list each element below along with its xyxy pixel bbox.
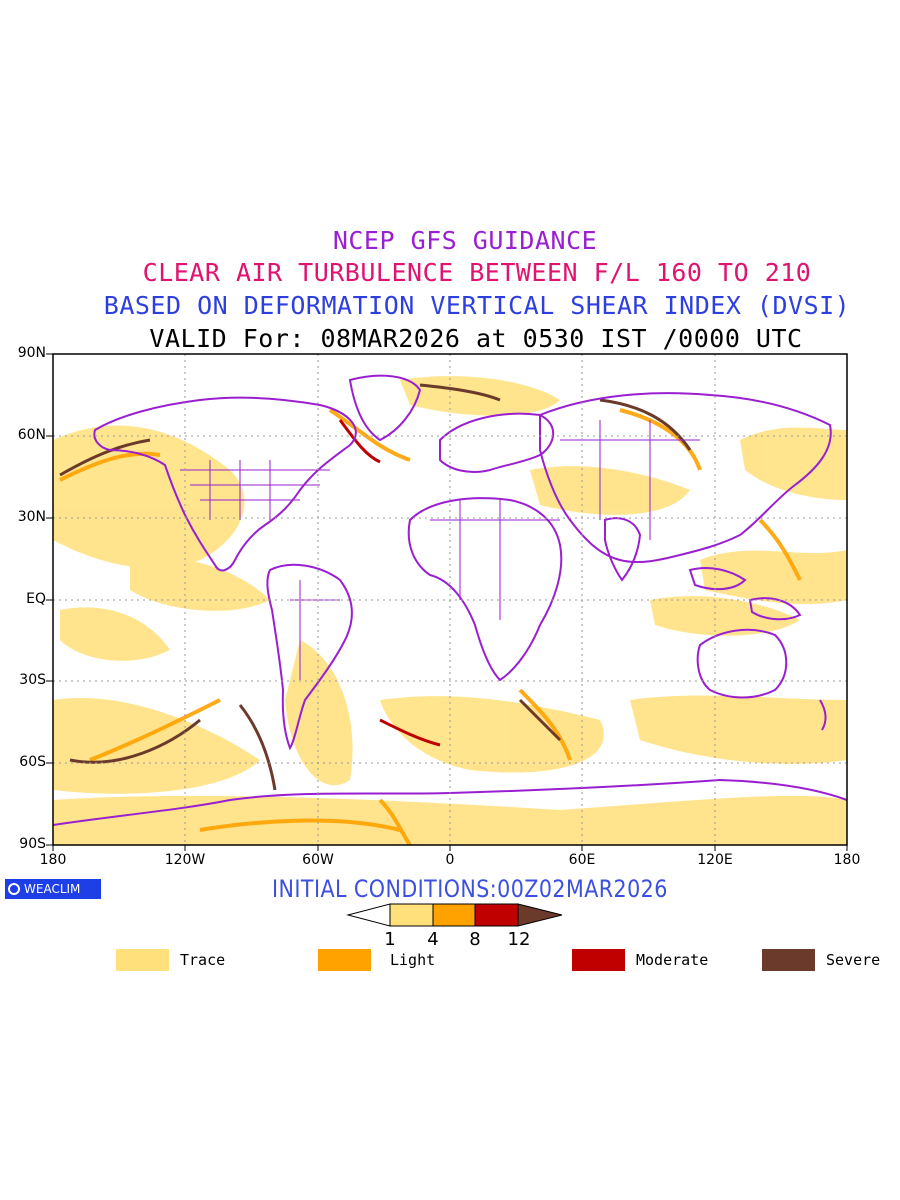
initial-conditions: INITIAL CONDITIONS:00Z02MAR2026 bbox=[272, 875, 668, 903]
lat-label-60s: 60S bbox=[19, 754, 46, 770]
legend-swatch-trace bbox=[116, 949, 169, 971]
lon-label-180e: 180 bbox=[833, 852, 861, 868]
lat-label-90s: 90S bbox=[19, 836, 46, 852]
legend-swatch-moderate bbox=[572, 949, 625, 971]
title-valid-time: VALID For: 08MAR2026 at 0530 IST /0000 U… bbox=[149, 324, 803, 353]
weaclim-logo: WEACLIM bbox=[5, 879, 101, 899]
lat-label-60n: 60N bbox=[17, 427, 46, 443]
colorbar-below-1 bbox=[346, 903, 391, 927]
colorbar-severe bbox=[517, 903, 563, 927]
lat-label-90n: 90N bbox=[17, 345, 46, 361]
legend-label-moderate: Moderate bbox=[636, 951, 709, 969]
title-line-3: BASED ON DEFORMATION VERTICAL SHEAR INDE… bbox=[103, 291, 851, 320]
lon-label-60w: 60W bbox=[302, 852, 334, 868]
colorbar-moderate bbox=[474, 903, 519, 927]
legend-label-trace: Trace bbox=[180, 951, 226, 969]
lat-label-30n: 30N bbox=[17, 509, 46, 525]
legend-swatch-severe bbox=[762, 949, 815, 971]
weaclim-logo-text: WEACLIM bbox=[24, 882, 81, 896]
political-borders bbox=[180, 420, 700, 680]
colorbar-tick-1: 1 bbox=[384, 929, 396, 950]
lon-label-60e: 60E bbox=[568, 852, 596, 868]
legend-swatch-light bbox=[318, 949, 371, 971]
lon-label-180w: 180 bbox=[39, 852, 67, 868]
light-turbulence-streaks bbox=[59, 408, 802, 845]
legend-label-light: Light bbox=[390, 951, 436, 969]
severe-turbulence-streaks bbox=[59, 383, 692, 791]
colorbar-light bbox=[432, 903, 476, 927]
lon-label-120e: 120E bbox=[697, 852, 733, 868]
legend-label-severe: Severe bbox=[826, 951, 881, 969]
colorbar-trace bbox=[389, 903, 434, 927]
lat-lon-grid bbox=[53, 354, 847, 845]
title-line-2: CLEAR AIR TURBULENCE BETWEEN F/L 160 TO … bbox=[142, 258, 812, 287]
weaclim-logo-icon bbox=[8, 883, 20, 895]
colorbar-tick-4: 4 bbox=[427, 929, 439, 950]
title-line-1: NCEP GFS GUIDANCE bbox=[332, 226, 598, 255]
lat-label-eq: EQ bbox=[26, 591, 46, 607]
lon-label-0: 0 bbox=[445, 852, 455, 868]
coastlines bbox=[53, 374, 847, 826]
colorbar bbox=[346, 903, 563, 927]
lat-label-30s: 30S bbox=[19, 672, 46, 688]
lon-label-120w: 120W bbox=[164, 852, 206, 868]
colorbar-tick-8: 8 bbox=[469, 929, 481, 950]
axis-ticks bbox=[46, 353, 848, 851]
colorbar-tick-12: 12 bbox=[507, 929, 531, 950]
